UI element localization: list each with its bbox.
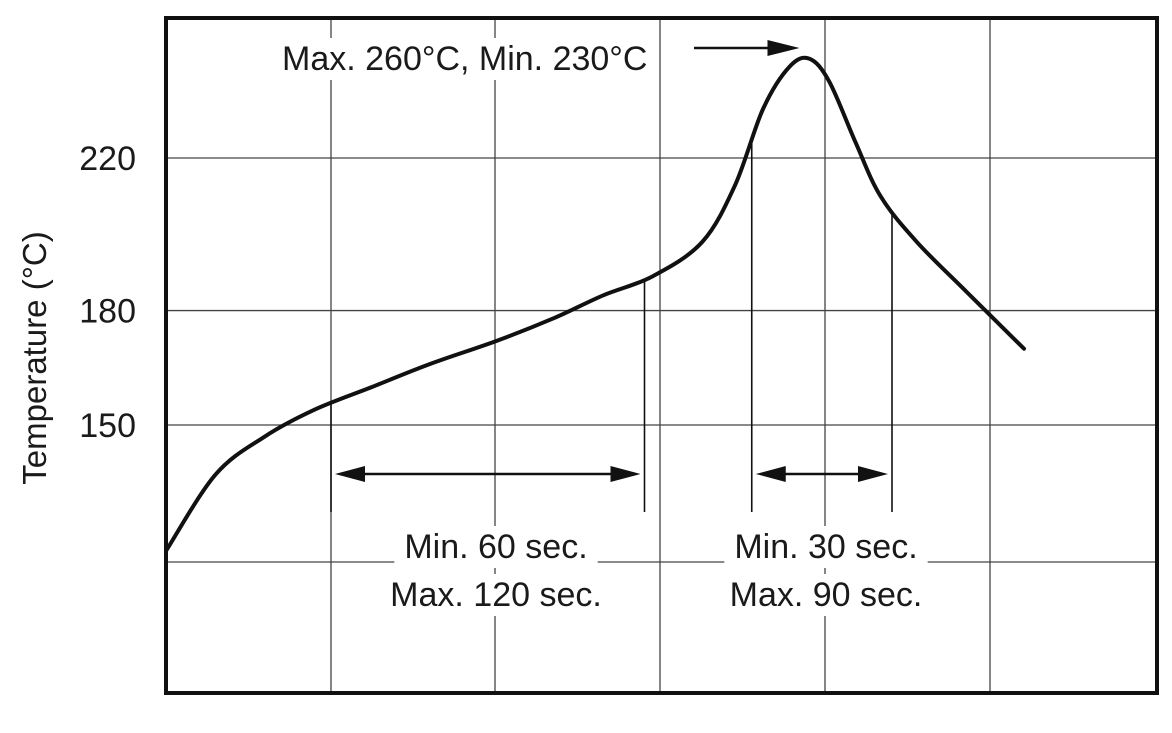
reflow-max-label: Max. 90 sec. (730, 576, 923, 614)
arrow-head-left (755, 466, 786, 482)
peak-arrow (694, 40, 800, 56)
soak-min-label: Min. 60 sec. (404, 528, 587, 566)
soak-max-label: Max. 120 sec. (390, 576, 602, 614)
label-background (719, 574, 933, 616)
gridlines (166, 18, 1157, 693)
reflow-duration-arrow (755, 466, 888, 482)
reflow-min-label: Min. 30 sec. (734, 528, 917, 566)
peak-temperature-label: Max. 260°C, Min. 230°C (282, 40, 647, 78)
series-line (164, 55, 1026, 553)
y-tick-label: 180 (79, 293, 136, 331)
arrow-head-left (335, 466, 365, 482)
arrow-head-right (610, 466, 641, 482)
label-background (380, 574, 612, 616)
duration-arrows (335, 40, 888, 482)
y-axis-ticks: 150 180 220 (79, 140, 136, 445)
label-background (272, 38, 658, 80)
annotations: Max. 260°C, Min. 230°C Min. 60 sec. Max.… (272, 38, 933, 616)
y-axis-label: Temperature (°C) (16, 231, 53, 484)
window-markers (330, 139, 893, 512)
label-background (724, 526, 928, 568)
y-tick-label: 220 (79, 140, 136, 178)
arrow-head-right (858, 466, 888, 482)
y-tick-label: 150 (79, 407, 136, 445)
plot-frame (164, 16, 1159, 695)
soak-duration-arrow (335, 466, 641, 482)
arrow-head (767, 40, 800, 56)
label-background (394, 526, 598, 568)
